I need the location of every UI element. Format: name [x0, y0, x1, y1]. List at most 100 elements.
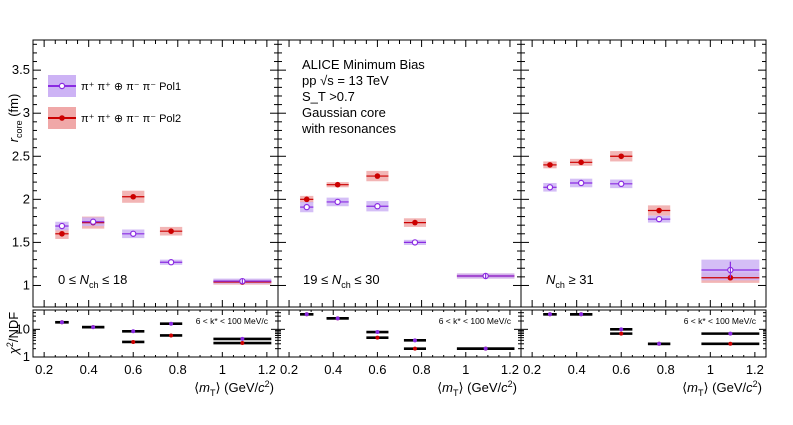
x-tick-label: 0.2	[280, 362, 298, 377]
y-tick-label: 3	[23, 105, 30, 120]
chi2-point-pol1	[240, 336, 245, 341]
ratio-tick-label: 1	[23, 349, 30, 364]
legend-entry-pol2: π⁺ π⁺ ⊕ π⁻ π⁻ Pol2	[48, 107, 181, 129]
data-point-pol1	[130, 230, 137, 237]
y-tick-label: 2.5	[12, 148, 30, 163]
info-line-4: Gaussian core	[302, 105, 386, 120]
x-tick-label: 0.8	[413, 362, 431, 377]
info-line-2: pp √s = 13 TeV	[302, 73, 389, 88]
y-tick-label: 1.5	[12, 234, 30, 249]
legend-pol2-marker	[59, 115, 65, 121]
chi2-point-pol2	[412, 346, 417, 351]
data-point-pol1	[411, 239, 419, 246]
data-point-pol2	[130, 193, 137, 200]
data-point-pol2	[412, 219, 418, 226]
chi2-point-pol1	[375, 330, 380, 335]
data-point-pol2	[334, 181, 341, 188]
x-tick-label: 0.6	[368, 362, 386, 377]
data-point-pol1	[618, 180, 625, 188]
x-tick-label: 0.4	[80, 362, 98, 377]
chi2-point-pol2	[375, 335, 380, 340]
x-tick-label: 0.2	[35, 362, 53, 377]
chi2-point-pol1	[169, 321, 174, 326]
multiplicity-label: 0 ≤ Nch ≤ 18	[58, 272, 127, 290]
info-line-5: with resonances	[301, 121, 396, 136]
x-axis-title: ⟨mT⟩ (GeV/c2)	[682, 379, 762, 398]
data-point-pol2	[578, 159, 584, 166]
data-point-pol1	[655, 215, 663, 223]
ratio-axis-title: χ2/NDF	[5, 312, 21, 356]
x-tick-label: 0.6	[612, 362, 630, 377]
panel-2: 0.2 0.4 0.6 0.8 1 1.2 ⟨mT⟩ (GeV/c2) 19 ≤ Nch ≤ …	[277, 39, 522, 398]
kstar-note: 6 < k* < 100 MeV/c	[684, 316, 757, 326]
data-point-pol1	[334, 198, 341, 206]
x-tick-label: 0.4	[568, 362, 586, 377]
x-tick-label: 0.8	[657, 362, 675, 377]
x-axis-title: ⟨mT⟩ (GeV/c2)	[194, 379, 274, 398]
chi2-point-pol1	[91, 325, 96, 330]
chi2-point-pol1	[728, 331, 733, 336]
data-point-pol1	[546, 184, 554, 191]
info-line-1: ALICE Minimum Bias	[302, 57, 425, 72]
legend-pol1-marker	[58, 82, 66, 90]
chi2-point-pol1	[619, 327, 624, 332]
y-axis-title: rcore (fm)	[6, 94, 24, 143]
data-point-pol2	[374, 173, 381, 179]
x-tick-label: 1.2	[501, 362, 519, 377]
data-point-pol2	[656, 207, 662, 214]
x-tick-label: 1.2	[746, 362, 764, 377]
kstar-note: 6 < k* < 100 MeV/c	[196, 316, 269, 326]
data-point-pol1	[303, 203, 310, 211]
info-box: ALICE Minimum Bias pp √s = 13 TeV S_T >0…	[301, 57, 425, 136]
chi2-point-pol1	[304, 312, 309, 317]
x-tick-label: 1.2	[258, 362, 276, 377]
chi2-point-pol1	[547, 312, 552, 317]
panel-1: 0.2 0.4 0.6 0.8 1 1.2 ⟨mT⟩ (GeV/c2) 1 1.5 2 2.5 3 3.…	[12, 39, 279, 398]
y-tick-label: 3.5	[12, 62, 30, 77]
chi2-point-pol1	[483, 346, 488, 351]
chi2-point-pol2	[619, 331, 624, 336]
legend-entry-pol1: π⁺ π⁺ ⊕ π⁻ π⁻ Pol1	[48, 75, 181, 97]
kstar-note: 6 < k* < 100 MeV/c	[439, 316, 512, 326]
legend-pol2-label: π⁺ π⁺ ⊕ π⁻ π⁻ Pol2	[81, 113, 181, 125]
panels-layer: 0.2 0.4 0.6 0.8 1 1.2 ⟨mT⟩ (GeV/c2) 1 1.5 2 2.5 3 3.…	[12, 39, 767, 398]
chi2-point-pol2	[240, 341, 245, 346]
data-point-pol1	[167, 259, 175, 266]
chi2-point-pol1	[657, 341, 662, 346]
chi2-point-pol1	[335, 316, 340, 321]
data-point-pol1	[374, 203, 381, 210]
y-tick-label: 1	[23, 277, 30, 292]
data-point-pol2	[59, 230, 65, 237]
ratio-tick-label: 10	[16, 321, 30, 336]
info-line-3: S_T >0.7	[302, 89, 355, 104]
data-point-pol2	[618, 153, 625, 160]
x-tick-label: 1	[707, 362, 714, 377]
multiplicity-label: 19 ≤ Nch ≤ 30	[303, 272, 380, 290]
chi2-point-pol2	[728, 341, 733, 346]
x-tick-label: 1	[462, 362, 469, 377]
y-tick-label: 2	[23, 191, 30, 206]
data-point-pol2	[303, 196, 310, 203]
chi2-point-pol2	[169, 333, 174, 338]
data-point-pol1	[58, 222, 66, 230]
chi2-point-pol1	[579, 312, 584, 317]
chi2-point-pol2	[131, 339, 136, 344]
x-tick-label: 0.2	[523, 362, 541, 377]
x-tick-label: 0.4	[324, 362, 342, 377]
chi2-point-pol1	[131, 329, 136, 334]
x-tick-label: 1	[219, 362, 226, 377]
chi2-point-pol1	[412, 338, 417, 343]
multiplicity-label: Nch ≥ 31	[546, 272, 594, 290]
data-point-pol1	[89, 218, 97, 225]
chi2-point-pol1	[59, 320, 64, 325]
x-tick-label: 0.6	[124, 362, 142, 377]
data-point-pol2	[547, 162, 553, 168]
data-point-pol2	[168, 228, 174, 235]
panel-3: 0.2 0.4 0.6 0.8 1 1.2 ⟨mT⟩ (GeV/c2) Nch ≥ 31 6 <…	[520, 39, 767, 398]
x-tick-label: 0.8	[169, 362, 187, 377]
data-point-pol1	[577, 179, 585, 187]
legend-pol1-label: π⁺ π⁺ ⊕ π⁻ π⁻ Pol1	[81, 81, 181, 93]
legend: π⁺ π⁺ ⊕ π⁻ π⁻ Pol1 π⁺ π⁺ ⊕ π⁻ π⁻ Pol2	[48, 75, 181, 129]
x-axis-title: ⟨mT⟩ (GeV/c2)	[437, 379, 517, 398]
